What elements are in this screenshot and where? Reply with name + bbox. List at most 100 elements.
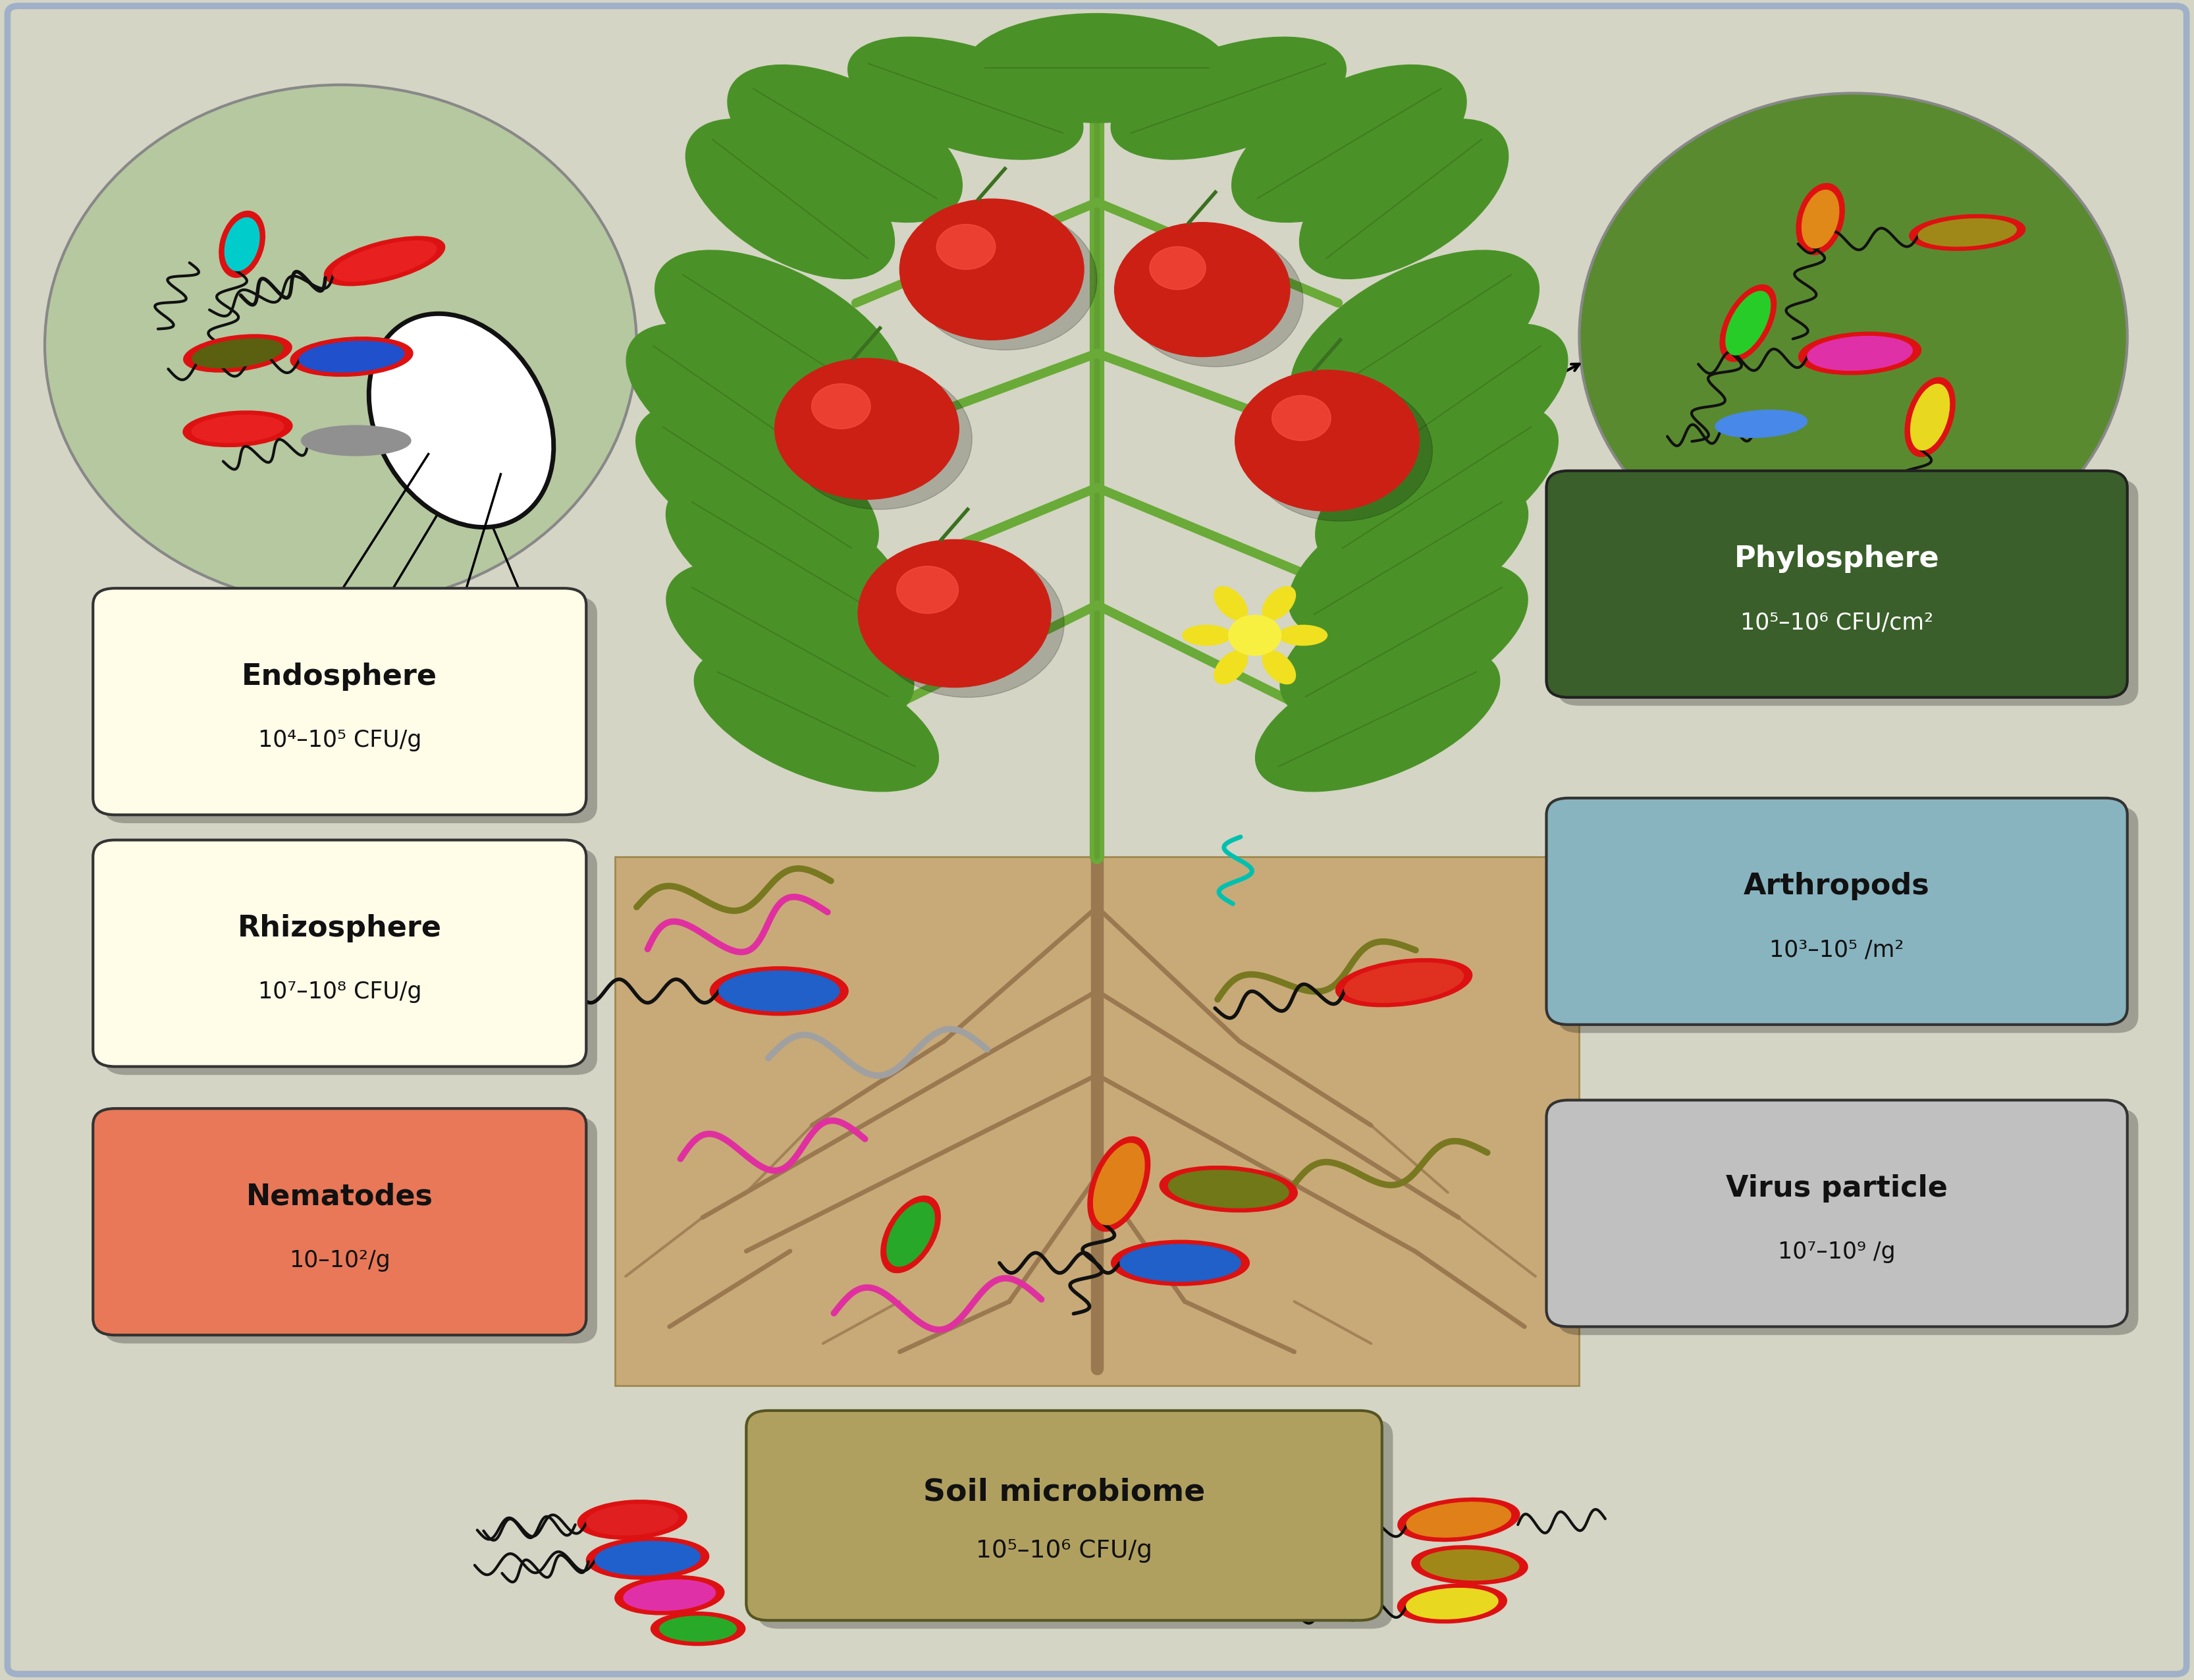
Ellipse shape [667, 479, 906, 638]
Circle shape [858, 539, 1051, 687]
Ellipse shape [1720, 286, 1777, 361]
Text: Phylosphere: Phylosphere [1733, 544, 1939, 573]
Text: 10⁷–10⁸ CFU/g: 10⁷–10⁸ CFU/g [257, 981, 421, 1003]
Circle shape [913, 208, 1097, 349]
FancyBboxPatch shape [1558, 806, 2139, 1033]
Ellipse shape [1088, 1137, 1150, 1231]
Ellipse shape [1290, 250, 1538, 423]
Ellipse shape [1918, 218, 2016, 247]
Ellipse shape [1262, 586, 1294, 620]
Ellipse shape [290, 338, 412, 376]
Ellipse shape [1799, 333, 1922, 375]
Circle shape [788, 368, 972, 509]
Text: Arthropods: Arthropods [1744, 872, 1931, 900]
Ellipse shape [224, 218, 259, 270]
Ellipse shape [1801, 190, 1839, 249]
Ellipse shape [298, 341, 404, 373]
Circle shape [812, 383, 871, 428]
FancyBboxPatch shape [746, 1411, 1382, 1620]
Ellipse shape [1420, 1549, 1518, 1581]
Ellipse shape [182, 412, 292, 447]
Ellipse shape [333, 240, 437, 281]
FancyBboxPatch shape [757, 1420, 1393, 1628]
Ellipse shape [687, 119, 895, 279]
Ellipse shape [193, 339, 283, 368]
FancyBboxPatch shape [1547, 470, 2128, 697]
Text: Soil microbiome: Soil microbiome [924, 1478, 1205, 1507]
Ellipse shape [586, 1537, 709, 1579]
Ellipse shape [614, 1576, 724, 1614]
Ellipse shape [595, 1541, 700, 1576]
Circle shape [1235, 370, 1420, 511]
FancyBboxPatch shape [614, 857, 1580, 1386]
Circle shape [871, 549, 1064, 697]
Ellipse shape [693, 647, 939, 791]
Ellipse shape [965, 13, 1229, 123]
Ellipse shape [1336, 324, 1569, 491]
Ellipse shape [886, 1203, 935, 1267]
Ellipse shape [44, 84, 636, 605]
Ellipse shape [369, 314, 553, 528]
Ellipse shape [1213, 586, 1248, 620]
Ellipse shape [636, 403, 878, 571]
Ellipse shape [1169, 1171, 1288, 1208]
Ellipse shape [1213, 650, 1248, 684]
Ellipse shape [1288, 479, 1527, 638]
Ellipse shape [1110, 1240, 1248, 1285]
Circle shape [1150, 247, 1207, 289]
Circle shape [1115, 222, 1290, 356]
Ellipse shape [325, 237, 445, 286]
Ellipse shape [882, 1196, 941, 1273]
Ellipse shape [720, 971, 840, 1011]
Ellipse shape [1398, 1499, 1520, 1542]
FancyBboxPatch shape [1547, 798, 2128, 1025]
Ellipse shape [1279, 625, 1327, 645]
Ellipse shape [184, 334, 292, 373]
Ellipse shape [1119, 1245, 1240, 1282]
FancyBboxPatch shape [1558, 1109, 2139, 1336]
Ellipse shape [1262, 650, 1294, 684]
Ellipse shape [1255, 647, 1501, 791]
Circle shape [1229, 615, 1281, 655]
Text: 10³–10⁵ /m²: 10³–10⁵ /m² [1771, 939, 1904, 961]
Text: 10⁴–10⁵ CFU/g: 10⁴–10⁵ CFU/g [259, 729, 421, 751]
Ellipse shape [586, 1504, 678, 1536]
Circle shape [900, 198, 1084, 339]
Ellipse shape [1279, 563, 1527, 722]
Ellipse shape [1909, 215, 2025, 250]
Circle shape [897, 566, 959, 613]
Ellipse shape [191, 415, 283, 442]
Ellipse shape [660, 1616, 737, 1641]
FancyBboxPatch shape [7, 7, 2187, 1673]
Text: Endosphere: Endosphere [241, 662, 437, 690]
Circle shape [937, 225, 996, 269]
Ellipse shape [1183, 625, 1231, 645]
Text: Rhizosphere: Rhizosphere [237, 914, 441, 942]
Ellipse shape [1316, 403, 1558, 571]
FancyBboxPatch shape [92, 840, 586, 1067]
Ellipse shape [1411, 1546, 1527, 1584]
Ellipse shape [301, 425, 410, 455]
Ellipse shape [728, 66, 963, 222]
Ellipse shape [656, 250, 904, 423]
Ellipse shape [219, 212, 265, 277]
Ellipse shape [1093, 1144, 1145, 1225]
Text: 10⁷–10⁹ /g: 10⁷–10⁹ /g [1777, 1242, 1896, 1263]
FancyBboxPatch shape [1547, 1100, 2128, 1327]
Ellipse shape [1406, 1588, 1499, 1620]
Text: Nematodes: Nematodes [246, 1183, 432, 1211]
Ellipse shape [1299, 119, 1507, 279]
Circle shape [1248, 380, 1433, 521]
FancyBboxPatch shape [103, 1117, 597, 1344]
Ellipse shape [1580, 92, 2128, 580]
Ellipse shape [1231, 66, 1466, 222]
Ellipse shape [1110, 37, 1347, 160]
Ellipse shape [667, 563, 915, 722]
Circle shape [774, 358, 959, 499]
FancyBboxPatch shape [103, 596, 597, 823]
Ellipse shape [625, 324, 858, 491]
Text: 10⁵–10⁶ CFU/g: 10⁵–10⁶ CFU/g [976, 1539, 1152, 1562]
Ellipse shape [1911, 385, 1950, 450]
Circle shape [1273, 395, 1332, 440]
Ellipse shape [1406, 1502, 1512, 1537]
